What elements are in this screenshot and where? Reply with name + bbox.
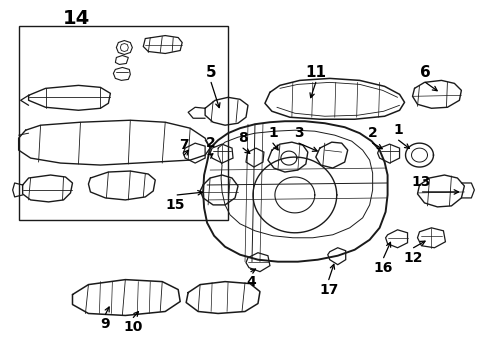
Text: 14: 14 [63,9,90,28]
Text: 2: 2 [206,136,216,150]
Text: 12: 12 [404,251,423,265]
Text: 5: 5 [206,65,217,80]
Text: 15: 15 [166,198,185,212]
Text: 4: 4 [246,275,256,289]
Text: 3: 3 [294,126,304,140]
Text: 10: 10 [123,320,143,334]
Text: 9: 9 [100,318,110,332]
Text: 13: 13 [412,175,431,189]
Text: 17: 17 [319,283,339,297]
Text: 8: 8 [238,131,248,145]
Text: 1: 1 [393,123,403,137]
Text: 7: 7 [179,138,189,152]
Text: 6: 6 [420,65,431,80]
Bar [19,26,228,220]
Text: 1: 1 [268,126,278,140]
Text: 16: 16 [374,261,393,275]
Text: 2: 2 [368,126,377,140]
Text: 11: 11 [305,65,326,80]
